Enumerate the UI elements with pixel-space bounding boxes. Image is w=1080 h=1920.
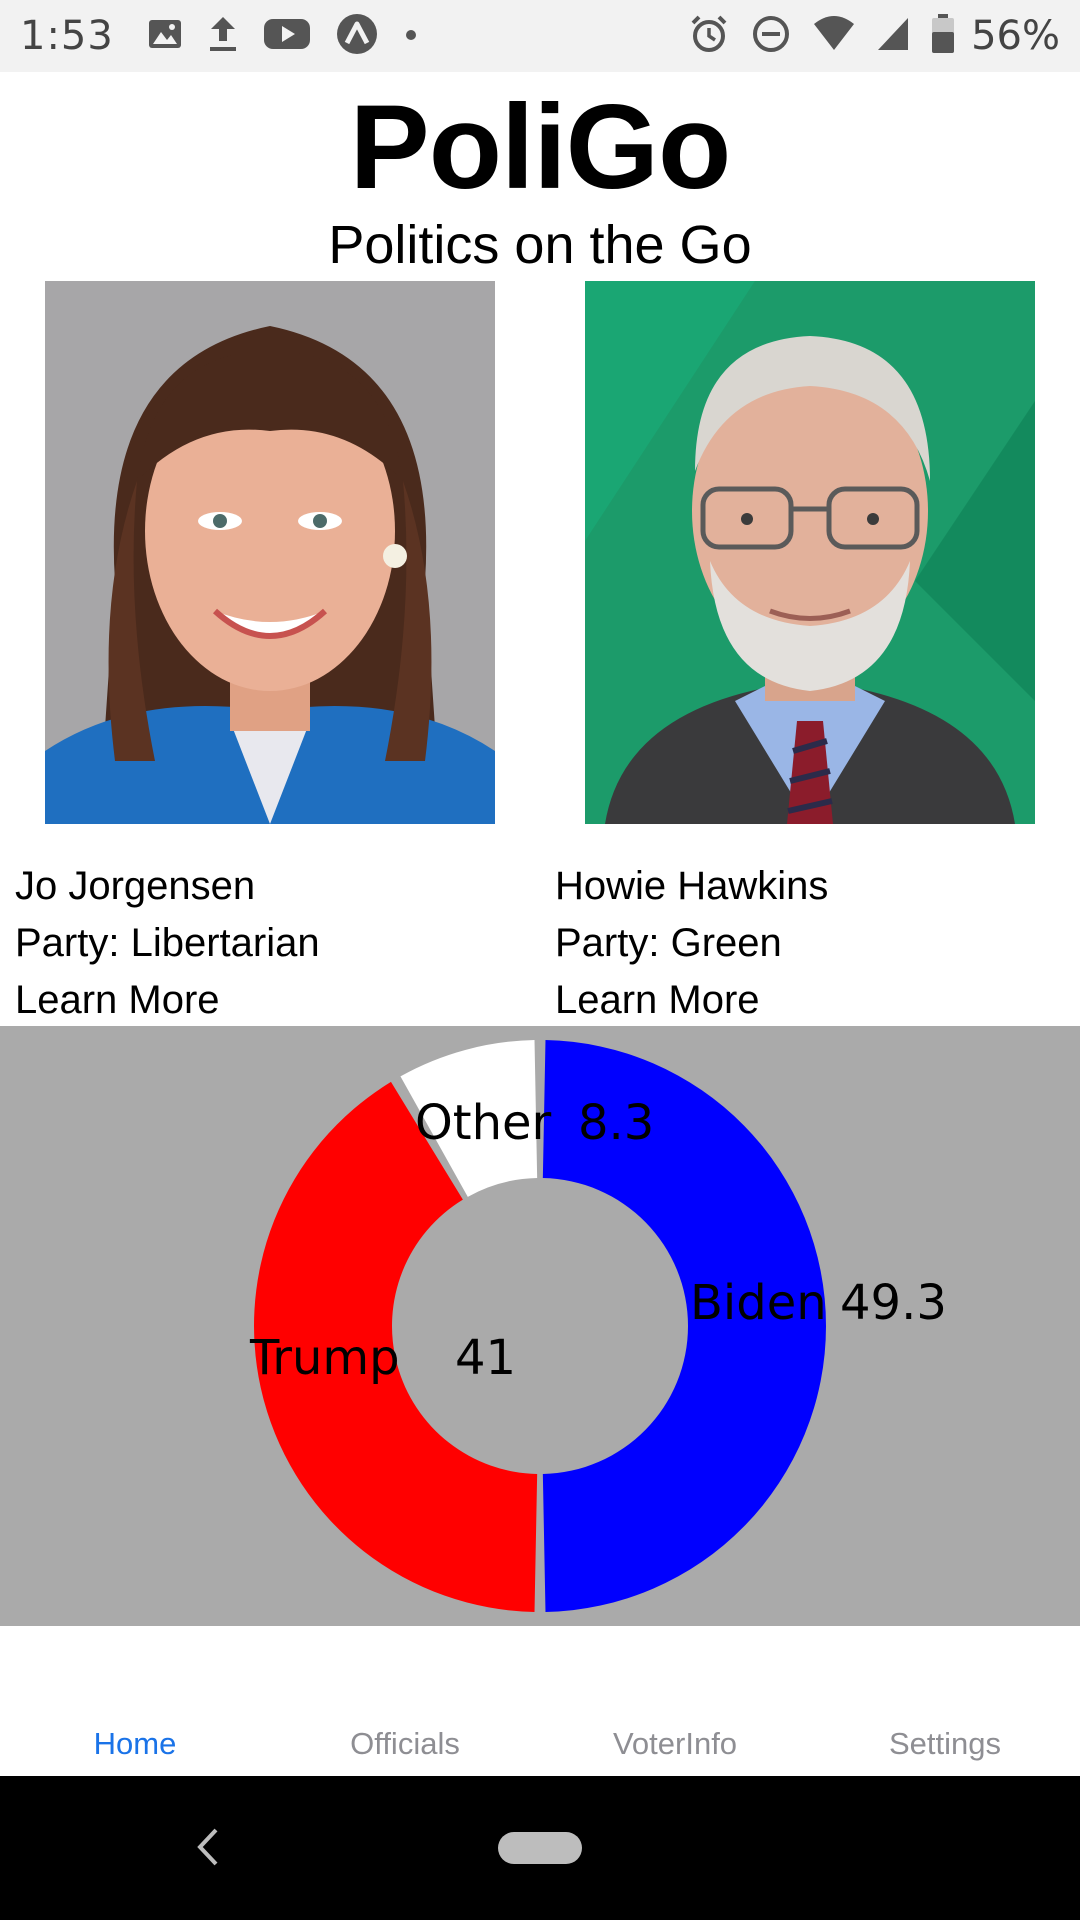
app-title: PoliGo [349,80,732,214]
status-bar: 1:53 [0,0,1080,72]
slice-value-other: 8.3 [578,1095,654,1151]
donut-slice-other [400,1040,538,1197]
do-not-disturb-icon [751,14,791,58]
upload-icon [208,15,238,57]
poll-donut-chart: Biden 49.3 Trump 41 Other 8.3 [249,1040,947,1612]
alarm-icon [689,14,729,58]
donut-slice-biden [542,1040,826,1612]
battery-icon [931,14,955,58]
home-pill-button[interactable] [498,1832,582,1864]
slice-label-other: Other [415,1095,552,1151]
learn-more-link-hawkins[interactable]: Learn More [555,978,760,1022]
status-time: 1:53 [20,13,114,59]
candidate-party: Party: Libertarian [15,921,320,965]
slice-value-trump: 41 [455,1330,516,1386]
learn-more-link-jorgensen[interactable]: Learn More [15,978,220,1022]
back-icon[interactable] [188,1822,228,1872]
status-bar-right: 56% [667,13,1060,59]
tab-settings[interactable]: Settings [888,1726,1001,1761]
app-subtitle: Politics on the Go [328,215,752,275]
candidate-photo-hawkins[interactable] [585,281,1035,824]
image-icon [148,17,182,55]
tab-officials[interactable]: Officials [350,1726,460,1761]
candidate-photo-jorgensen[interactable] [45,281,495,824]
wifi-icon [813,16,855,56]
slice-label-trump: Trump [249,1330,400,1386]
app-icon [336,13,378,59]
donut-slice-trump [254,1081,538,1612]
candidate-name: Jo Jorgensen [15,864,256,908]
tab-voterinfo[interactable]: VoterInfo [612,1726,738,1761]
bottom-tab-bar: Home Officials VoterInfo Settings [0,1626,1080,1776]
signal-icon [877,17,909,55]
tab-home[interactable]: Home [93,1726,177,1761]
system-nav-bar [0,1776,1080,1920]
candidate-name: Howie Hawkins [555,864,829,908]
slice-label-biden: Biden [690,1275,827,1331]
candidate-party: Party: Green [555,921,782,965]
battery-percent: 56% [971,13,1060,59]
slice-value-biden: 49.3 [840,1275,947,1331]
youtube-icon [263,17,310,55]
poll-chart-panel: Biden 49.3 Trump 41 Other 8.3 [0,1026,1080,1626]
candidate-card-hawkins: Howie Hawkins Party: Green Learn More [555,858,1075,1029]
status-bar-left: 1:53 [20,13,444,59]
candidate-card-jorgensen: Jo Jorgensen Party: Libertarian Learn Mo… [15,858,535,1029]
dot-icon [404,27,418,46]
